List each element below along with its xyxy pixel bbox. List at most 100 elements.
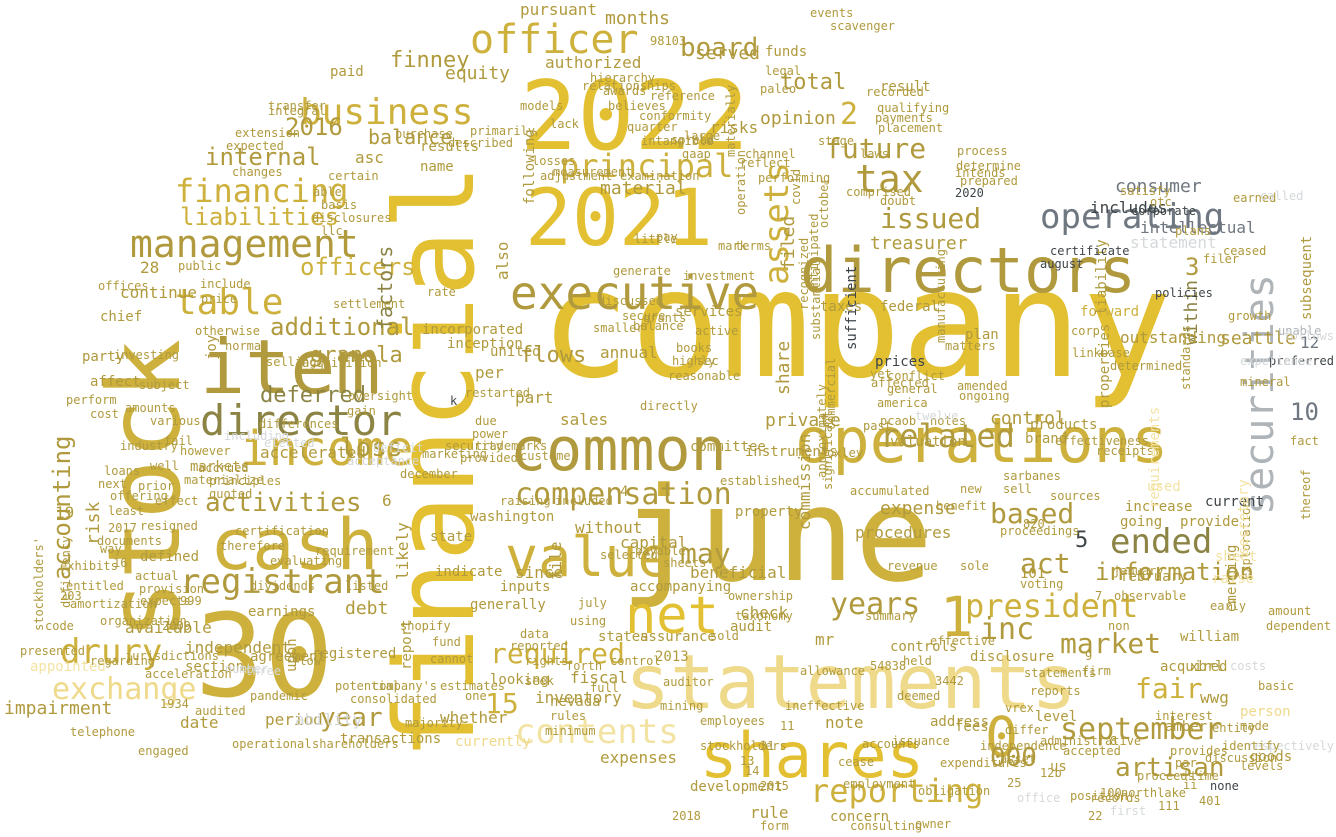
cloud-word: 4: [620, 484, 629, 500]
cloud-word: various: [150, 414, 201, 428]
cloud-word: par: [1175, 756, 1197, 770]
cloud-word: drury: [60, 632, 163, 672]
cloud-word: 2015: [760, 779, 789, 793]
cloud-word: expected: [226, 139, 284, 153]
cloud-word: legal: [765, 64, 802, 78]
cloud-word: statements: [1024, 666, 1097, 680]
cloud-word: determined: [1110, 359, 1183, 373]
cloud-word: note: [825, 713, 864, 732]
cloud-word: entity: [1212, 721, 1256, 735]
cloud-word: dividends: [250, 579, 316, 593]
cloud-word: accrued: [198, 461, 249, 475]
cloud-word: impairment: [4, 698, 113, 719]
cloud-word: quarter: [627, 120, 678, 134]
cloud-word: mineral: [1240, 375, 1291, 389]
cloud-word: services: [675, 304, 743, 320]
cloud-word: believes: [608, 99, 666, 113]
cloud-word: receipts: [1096, 444, 1154, 458]
cloud-word: corporate: [1131, 204, 1197, 218]
cloud-word: funds: [765, 44, 808, 60]
cloud-word: including: [224, 429, 290, 443]
cloud-word: least: [108, 504, 145, 518]
cloud-word: conformity: [639, 109, 712, 123]
cloud-word: deemed: [897, 689, 941, 703]
cloud-word: level: [1035, 709, 1078, 725]
cloud-word: gain: [347, 404, 376, 418]
cloud-word: act: [1020, 547, 1071, 580]
cloud-word: required: [490, 637, 625, 670]
cloud-word: procedures: [855, 523, 952, 542]
cloud-word: washington: [470, 509, 555, 525]
cloud-word: sole: [960, 559, 989, 573]
cloud-word: sufficient: [844, 265, 860, 350]
cloud-word: likely: [393, 522, 412, 580]
cloud-word: differences: [259, 417, 339, 431]
cloud-word: interest: [1155, 709, 1213, 723]
cloud-word: 98103: [650, 34, 687, 48]
cloud-word: affected: [871, 376, 929, 390]
cloud-word: pursuant: [520, 0, 598, 19]
cloud-word: 820: [1023, 517, 1045, 531]
cloud-word: selected: [600, 548, 658, 562]
cloud-word: smaller: [593, 321, 644, 335]
cloud-word: losses: [532, 154, 576, 168]
cloud-word: capital: [620, 533, 688, 552]
cloud-word: independent: [185, 638, 291, 657]
cloud-word: transfer: [268, 99, 326, 113]
cloud-word: 5: [1075, 528, 1089, 553]
cloud-word: seek: [525, 674, 554, 688]
cloud-word: accompanying: [630, 579, 732, 595]
cloud-word: 12: [1300, 333, 1320, 352]
cloud-word: principles: [209, 474, 282, 488]
cloud-word: future: [825, 132, 927, 165]
cloud-word: paleo: [760, 82, 797, 96]
cloud-word: per: [475, 363, 504, 382]
cloud-word: annual: [600, 343, 658, 362]
cloud-word: sales: [560, 410, 609, 429]
cloud-word: public: [178, 259, 222, 273]
cloud-word: officer: [470, 17, 639, 63]
cloud-word: costs: [1230, 659, 1267, 673]
cloud-word: primarily: [470, 124, 536, 138]
cloud-word: k: [450, 394, 458, 408]
cloud-word: tax: [855, 157, 924, 201]
cloud-word: sell: [1003, 482, 1032, 496]
cloud-word: internal: [205, 143, 321, 171]
cloud-word: pcaob: [880, 414, 917, 428]
cloud-word: ended: [1110, 522, 1213, 562]
cloud-word: general: [887, 382, 938, 396]
cloud-word: finney: [390, 48, 470, 73]
cloud-word: consumer: [1115, 176, 1202, 197]
cloud-word: earned: [1233, 191, 1277, 205]
cloud-word: linkbase: [1072, 346, 1130, 360]
cloud-word: 9: [1085, 649, 1093, 663]
cloud-word: minimum: [545, 724, 596, 738]
cloud-word: offering: [110, 489, 168, 503]
cloud-word: 19: [55, 503, 75, 522]
cloud-word: adjustment: [540, 169, 613, 183]
cloud-word: engaged: [138, 744, 189, 758]
cloud-word: indicate: [435, 564, 503, 580]
cloud-word: share: [773, 340, 794, 395]
cloud-word: sec: [697, 354, 719, 368]
cloud-word: chief: [100, 309, 143, 325]
cloud-word: reports: [1030, 684, 1081, 698]
cloud-word: acquisition: [302, 356, 382, 370]
cloud-word: sarbanes: [1003, 469, 1061, 483]
cloud-word: offices: [98, 279, 149, 293]
cloud-word: related: [880, 417, 1015, 455]
cloud-word: material: [600, 178, 687, 199]
cloud-word: property: [735, 504, 803, 520]
cloud-word: determine: [956, 159, 1022, 173]
cloud-word: restarted: [465, 386, 531, 400]
cloud-word: state: [430, 529, 473, 545]
cloud-word: trademarks: [475, 439, 548, 453]
cloud-word: prior: [138, 479, 175, 493]
cloud-word: issued: [880, 202, 982, 235]
cloud-word: committee: [690, 439, 766, 455]
cloud-word: disclosures: [312, 211, 392, 225]
cloud-word: included: [555, 494, 613, 508]
cloud-word: basis: [321, 198, 358, 212]
cloud-word: raise: [1212, 571, 1255, 587]
